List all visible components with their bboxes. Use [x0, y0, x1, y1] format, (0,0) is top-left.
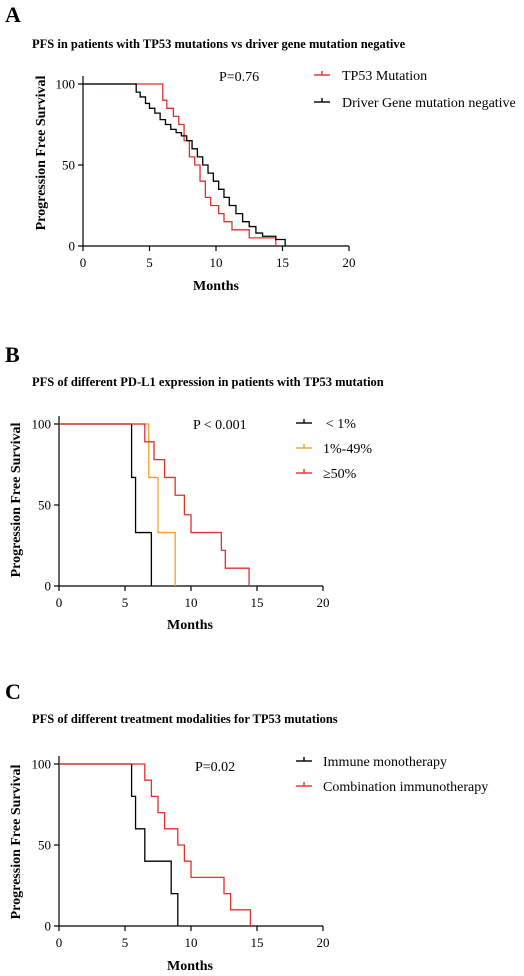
- panel-c-title: PFS of different treatment modalities fo…: [32, 712, 338, 726]
- x-tick-label: 20: [343, 255, 356, 270]
- panel-b-title: PFS of different PD-L1 expression in pat…: [32, 375, 384, 389]
- legend-label-1: TP53 Mutation: [342, 69, 427, 84]
- y-tick-label: 0: [45, 579, 52, 594]
- panel-a: A PFS in patients with TP53 mutations vs…: [5, 2, 516, 294]
- legend-label-1: Immune monotherapy: [323, 755, 447, 770]
- x-tick-label: 5: [122, 595, 129, 610]
- x-tick-label: 10: [185, 595, 198, 610]
- legend-label-2: 1%-49%: [323, 442, 372, 457]
- panel-a-pvalue: P=0.76: [219, 70, 259, 85]
- km-curve-1: [59, 423, 153, 586]
- y-tick-label: 100: [32, 757, 52, 772]
- km-curve-2: [59, 763, 252, 926]
- x-tick-label: 0: [80, 255, 87, 270]
- km-curve-1: [83, 83, 277, 246]
- x-tick-label: 5: [146, 255, 153, 270]
- panel-letter-a: A: [5, 2, 21, 27]
- y-tick-label: 50: [38, 838, 51, 853]
- x-tick-label: 15: [251, 935, 264, 950]
- panel-a-ylabel: Progression Free Survival: [34, 76, 49, 231]
- panel-b-plot: 0 50 100 0 5 10 15 20: [32, 416, 330, 610]
- panel-c-legend: Immune monotherapy Combination immunother…: [296, 755, 488, 795]
- y-tick-label: 0: [69, 239, 76, 254]
- km-curve-3: [59, 423, 250, 586]
- panel-letter-b: B: [5, 342, 20, 367]
- panel-c-pvalue: P=0.02: [195, 760, 235, 775]
- panel-b: B PFS of different PD-L1 expression in p…: [5, 342, 384, 633]
- panel-c-plot: 0 50 100 0 5 10 15 20: [32, 756, 330, 950]
- y-tick-label: 50: [38, 498, 51, 513]
- km-curve-1: [59, 763, 179, 926]
- panel-letter-c: C: [5, 679, 21, 704]
- legend-label-1: < 1%: [323, 417, 356, 432]
- legend-label-2: Combination immunotherapy: [323, 780, 488, 795]
- x-tick-label: 0: [56, 595, 63, 610]
- legend-label-2: Driver Gene mutation negative: [342, 96, 516, 111]
- x-tick-label: 20: [317, 595, 330, 610]
- legend-label-3: ≥50%: [323, 467, 357, 482]
- x-tick-label: 20: [317, 935, 330, 950]
- x-tick-label: 0: [56, 935, 63, 950]
- x-tick-label: 15: [276, 255, 289, 270]
- y-tick-label: 50: [62, 158, 75, 173]
- panel-c-ylabel: Progression Free Survival: [9, 765, 24, 920]
- panel-a-title: PFS in patients with TP53 mutations vs d…: [32, 37, 406, 51]
- x-tick-label: 10: [210, 255, 223, 270]
- y-tick-label: 100: [56, 77, 76, 92]
- panel-a-plot: 0 50 100 0 5 10 15 20: [56, 76, 356, 270]
- km-curve-2: [83, 83, 286, 246]
- x-tick-label: 10: [185, 935, 198, 950]
- panel-b-ylabel: Progression Free Survival: [9, 423, 24, 578]
- panel-b-legend: < 1% 1%-49% ≥50%: [296, 417, 372, 482]
- panel-c: C PFS of different treatment modalities …: [5, 679, 488, 974]
- panel-c-xlabel: Months: [167, 959, 213, 974]
- y-tick-label: 0: [45, 919, 52, 934]
- panel-b-xlabel: Months: [167, 618, 213, 633]
- panel-a-legend: TP53 Mutation Driver Gene mutation negati…: [314, 69, 516, 111]
- panel-a-xlabel: Months: [193, 279, 239, 294]
- x-tick-label: 5: [122, 935, 129, 950]
- km-curve-2: [59, 423, 176, 586]
- x-tick-label: 15: [251, 595, 264, 610]
- y-tick-label: 100: [32, 417, 52, 432]
- panel-b-pvalue: P < 0.001: [193, 418, 247, 433]
